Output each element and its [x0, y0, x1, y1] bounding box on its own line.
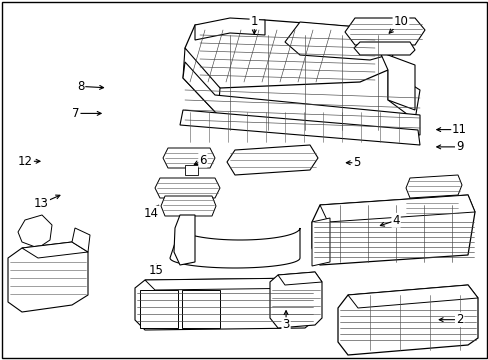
Polygon shape	[18, 215, 52, 248]
Polygon shape	[182, 290, 220, 328]
Text: 1: 1	[250, 15, 258, 28]
Polygon shape	[135, 278, 314, 330]
Polygon shape	[183, 48, 220, 115]
Polygon shape	[170, 228, 299, 268]
Polygon shape	[8, 242, 88, 312]
Polygon shape	[285, 22, 387, 60]
Text: 10: 10	[393, 15, 407, 28]
Polygon shape	[269, 272, 321, 328]
Polygon shape	[387, 70, 419, 120]
Polygon shape	[311, 195, 474, 265]
Text: 14: 14	[144, 207, 159, 220]
Polygon shape	[145, 278, 314, 290]
Text: 5: 5	[352, 156, 360, 169]
Polygon shape	[379, 52, 414, 110]
Polygon shape	[345, 18, 424, 45]
Polygon shape	[347, 285, 477, 308]
Text: 12: 12	[18, 155, 33, 168]
Text: 9: 9	[455, 140, 463, 153]
Text: 6: 6	[199, 154, 206, 167]
Text: 2: 2	[455, 313, 463, 326]
Polygon shape	[184, 165, 198, 175]
Polygon shape	[424, 198, 464, 220]
Polygon shape	[403, 198, 459, 220]
Polygon shape	[405, 175, 461, 198]
Text: 13: 13	[34, 197, 49, 210]
Polygon shape	[163, 148, 215, 168]
Polygon shape	[353, 42, 414, 55]
Polygon shape	[183, 62, 419, 135]
Text: 7: 7	[72, 107, 80, 120]
Polygon shape	[319, 195, 474, 222]
Polygon shape	[155, 178, 220, 198]
Text: 15: 15	[149, 264, 163, 277]
Polygon shape	[311, 218, 329, 266]
Polygon shape	[337, 285, 477, 355]
Polygon shape	[180, 110, 419, 145]
Polygon shape	[161, 196, 216, 216]
Polygon shape	[72, 228, 90, 252]
Polygon shape	[184, 20, 394, 88]
Polygon shape	[174, 215, 195, 265]
Text: 11: 11	[451, 123, 466, 136]
Polygon shape	[22, 242, 88, 258]
Text: 8: 8	[77, 80, 84, 93]
Polygon shape	[140, 290, 178, 328]
Polygon shape	[278, 272, 321, 285]
Text: 3: 3	[282, 318, 289, 331]
Polygon shape	[226, 145, 317, 175]
Text: 4: 4	[391, 214, 399, 227]
Polygon shape	[195, 18, 264, 40]
